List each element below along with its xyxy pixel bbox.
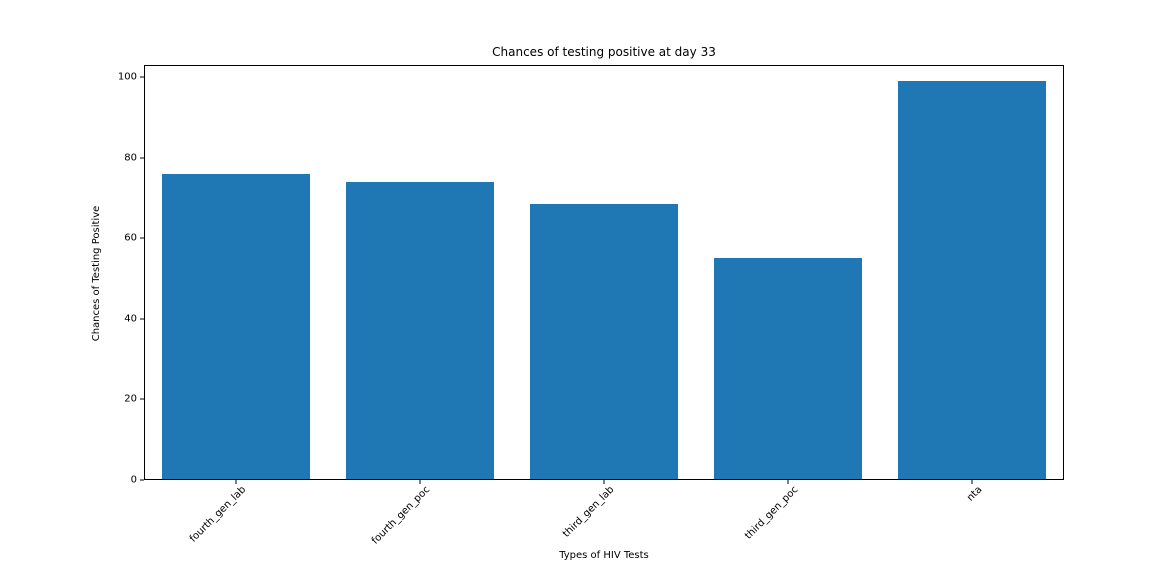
chart-axes: Chances of testing positive at day 33 Ch… [144, 65, 1064, 480]
ytick-label: 0 [131, 475, 144, 486]
xtick-label: third_gen_lab [551, 480, 616, 545]
xtick-label: third_gen_poc [735, 480, 800, 545]
bar [346, 182, 493, 480]
ytick-label: 80 [124, 152, 144, 163]
bar [530, 204, 677, 480]
y-axis-label: Chances of Testing Positive [91, 66, 102, 481]
ytick-label: 20 [124, 394, 144, 405]
ytick-label: 100 [118, 72, 144, 83]
bar [714, 258, 861, 480]
bar [898, 81, 1045, 480]
ytick-label: 60 [124, 233, 144, 244]
ytick-label: 40 [124, 313, 144, 324]
xtick-label: nta [960, 480, 984, 504]
figure: Chances of testing positive at day 33 Ch… [0, 0, 1152, 576]
xtick-label: fourth_gen_poc [363, 480, 432, 549]
xtick-label: fourth_gen_lab [179, 480, 248, 549]
x-axis-label: Types of HIV Tests [144, 550, 1064, 561]
chart-title: Chances of testing positive at day 33 [144, 45, 1064, 59]
bar [162, 174, 309, 480]
plot-area [144, 65, 1064, 480]
